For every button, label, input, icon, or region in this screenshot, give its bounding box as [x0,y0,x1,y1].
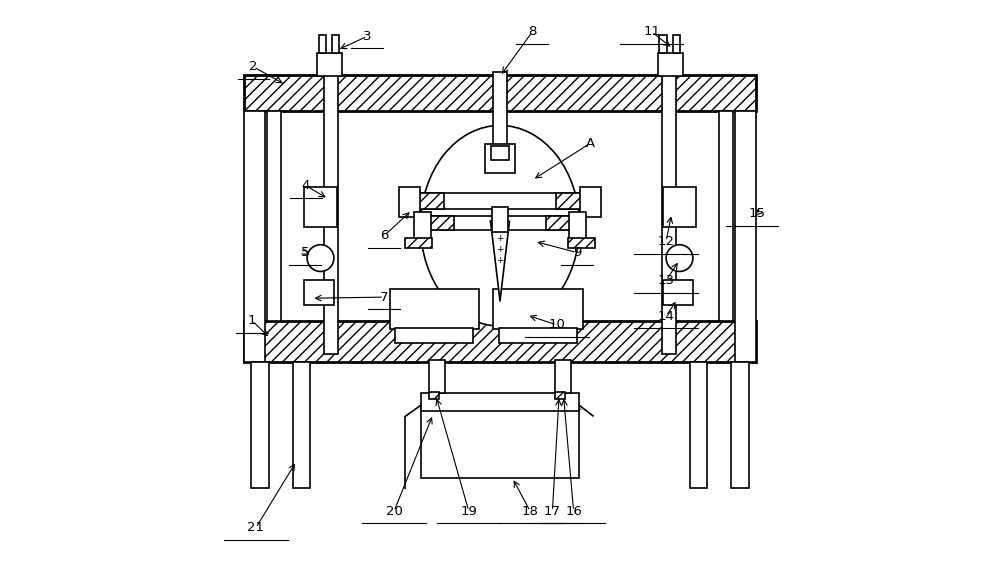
Bar [421,405,579,478]
Bar [580,187,601,217]
Bar [485,144,515,173]
Bar [491,146,509,160]
Bar [673,35,680,53]
Text: 17: 17 [544,504,561,517]
Bar [568,238,595,248]
Text: 4: 4 [302,179,310,192]
Text: +: + [496,234,504,243]
Bar [405,238,432,248]
Bar [319,35,326,53]
Circle shape [307,245,334,271]
Bar [421,393,579,411]
Text: 10: 10 [548,319,565,332]
Text: 12: 12 [658,235,675,248]
Bar [429,392,439,399]
Bar [390,289,479,329]
Bar [414,212,431,240]
Bar [317,53,342,77]
Bar [332,35,339,53]
Bar [395,328,473,343]
Bar [293,363,310,488]
Bar [556,194,596,209]
Text: 14: 14 [658,310,675,323]
Text: 19: 19 [460,504,477,517]
Bar [244,75,756,111]
Bar [569,212,586,240]
Bar [493,73,507,153]
Text: 8: 8 [528,25,537,38]
Bar [690,363,707,488]
Bar [304,280,334,306]
Bar [429,360,445,393]
Ellipse shape [421,126,579,326]
Bar [663,187,696,227]
Bar [244,111,265,363]
Bar [499,328,577,343]
Text: A: A [586,137,595,150]
Text: 3: 3 [363,30,372,43]
Bar [399,187,420,217]
Text: 16: 16 [565,504,582,517]
Bar [658,53,683,77]
Bar [404,194,444,209]
Polygon shape [491,221,509,301]
Bar [492,207,508,233]
Bar [251,363,269,488]
Text: 21: 21 [247,521,264,534]
Bar [404,194,596,209]
Bar [419,216,581,230]
Bar [324,75,338,354]
Text: 5: 5 [301,246,309,259]
Text: +: + [496,256,504,265]
Text: +: + [496,245,504,254]
Bar [493,289,583,329]
Bar [735,111,756,363]
Text: 2: 2 [249,60,258,73]
Text: 18: 18 [522,504,539,517]
Bar [663,280,693,306]
Text: 9: 9 [573,246,581,259]
Circle shape [666,245,693,271]
Bar [546,216,581,230]
Bar [419,216,454,230]
Text: 6: 6 [380,229,388,242]
Text: 13: 13 [658,274,675,287]
Bar [662,75,676,354]
Text: 1: 1 [248,314,256,327]
Bar [555,360,571,393]
Text: 11: 11 [643,25,660,38]
Text: 20: 20 [386,504,403,517]
Bar [659,35,667,53]
Bar [719,111,733,320]
Text: 7: 7 [380,291,388,303]
Bar [304,187,337,227]
Bar [731,363,749,488]
Text: 15: 15 [749,207,766,220]
Bar [267,111,281,320]
Bar [244,320,756,363]
Bar [555,392,565,399]
